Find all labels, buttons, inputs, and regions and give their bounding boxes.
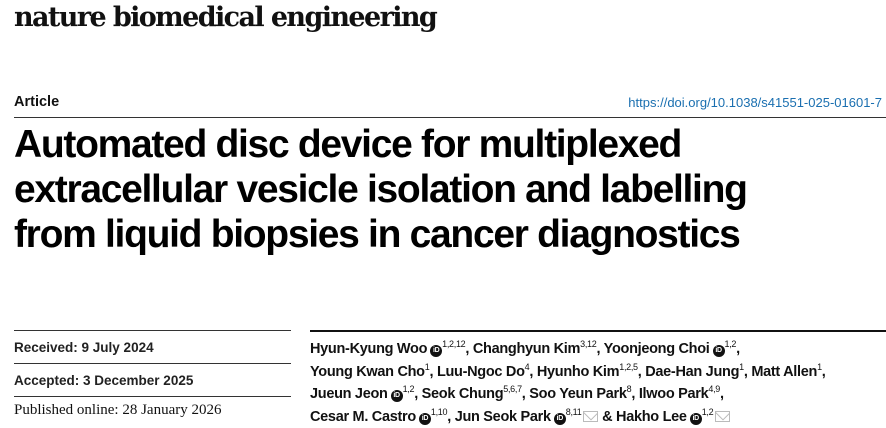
author-name: Yoonjeong Choi (603, 341, 710, 357)
title-line: from liquid biopsies in cancer diagnosti… (14, 213, 741, 256)
author-separator: , (631, 386, 639, 402)
title-line: extracellular vesicle isolation and labe… (14, 168, 748, 211)
affiliation-numbers: 8,11 (565, 406, 582, 417)
affiliation-numbers: 1,2,5 (619, 361, 638, 372)
affiliation-numbers: 1,2 (701, 406, 714, 417)
dates-divider (14, 330, 291, 331)
journal-name: nature biomedical engineering (14, 2, 438, 33)
author-name: Jun Seok Park (454, 408, 551, 425)
author-separator: , (719, 386, 724, 402)
email-icon[interactable] (583, 410, 599, 422)
orcid-icon[interactable]: iD (712, 345, 725, 357)
author-name: Soo Yeun Park (529, 386, 627, 402)
author-name: Jueun Jeon (310, 386, 388, 402)
author-name: Hyun-Kyung Woo (310, 341, 428, 357)
header-divider (14, 117, 886, 118)
author-separator: , (596, 341, 604, 357)
author[interactable]: Jueun Jeon iD1,2 (310, 384, 415, 402)
orcid-icon[interactable]: iD (689, 412, 702, 425)
author-separator: , (743, 363, 752, 380)
title-line: Automated disc device for multiplexed (14, 123, 682, 166)
orcid-icon[interactable]: iD (553, 412, 566, 425)
published-date: Published online: 28 January 2026 (14, 402, 222, 418)
author[interactable]: Matt Allen1 (751, 361, 822, 380)
accepted-date: Accepted: 3 December 2025 (14, 373, 194, 388)
author-separator: , (521, 386, 530, 402)
author-separator: & (598, 408, 617, 425)
dates-divider (14, 396, 291, 397)
author-name: Matt Allen (751, 363, 818, 380)
affiliation-numbers: 1 (739, 361, 744, 372)
author-name: Luu-Ngoc Do (436, 363, 525, 380)
author-separator: , (529, 363, 537, 380)
orcid-icon[interactable]: iD (418, 412, 431, 425)
author-separator: , (465, 341, 473, 357)
article-title: Automated disc device for multiplexed ex… (14, 122, 748, 257)
author-name: Young Kwan Cho (310, 363, 425, 380)
author[interactable]: Changhyun Kim3,12 (472, 339, 597, 358)
author[interactable]: Jun Seok Park iD8,11 (454, 406, 599, 425)
author-name: Cesar M. Castro (310, 408, 416, 425)
author-separator: , (414, 386, 422, 402)
affiliation-numbers: 1 (817, 361, 822, 372)
author[interactable]: Ilwoo Park4,9 (638, 384, 720, 403)
article-type: Article (14, 94, 60, 110)
author[interactable]: Luu-Ngoc Do4 (436, 361, 530, 380)
author-separator: , (429, 363, 437, 380)
orcid-icon[interactable]: iD (430, 345, 443, 357)
affiliation-numbers: 4,9 (708, 384, 720, 394)
author-separator: , (447, 408, 455, 425)
affiliation-numbers: 8 (626, 384, 632, 394)
author[interactable]: Cesar M. Castro iD1,10 (310, 406, 448, 425)
email-icon[interactable] (715, 410, 731, 422)
author-list: Hyun-Kyung Woo iD1,2,12, Changhyun Kim3,1… (310, 338, 886, 428)
affiliation-numbers: 4 (524, 361, 530, 372)
received-date: Received: 9 July 2024 (14, 340, 154, 355)
author-name: Hakho Lee (616, 408, 687, 425)
affiliation-numbers: 1 (424, 361, 430, 372)
affiliation-numbers: 5,6,7 (503, 384, 522, 394)
affiliation-numbers: 1,2 (402, 384, 415, 394)
authors-divider (310, 330, 886, 332)
author[interactable]: Yoonjeong Choi iD1,2 (603, 339, 737, 357)
author-separator: , (821, 363, 826, 380)
affiliation-numbers: 3,12 (580, 339, 597, 349)
author-separator: , (637, 363, 646, 380)
dates-divider (14, 363, 291, 364)
author-name: Ilwoo Park (638, 386, 709, 402)
author[interactable]: Soo Yeun Park8 (529, 384, 632, 403)
doi-link[interactable]: https://doi.org/10.1038/s41551-025-01601… (628, 95, 882, 110)
author[interactable]: Hakho Lee iD1,2 (616, 406, 731, 425)
author[interactable]: Hyunho Kim1,2,5 (536, 361, 638, 380)
affiliation-numbers: 1,2 (724, 339, 737, 349)
author[interactable]: Seok Chung5,6,7 (421, 384, 522, 403)
orcid-icon[interactable]: iD (390, 390, 403, 402)
author-separator: , (736, 341, 740, 357)
author[interactable]: Dae-Han Jung1 (645, 361, 744, 380)
affiliation-numbers: 1,2,12 (442, 339, 466, 349)
author[interactable]: Hyun-Kyung Woo iD1,2,12 (310, 339, 466, 357)
author-name: Changhyun Kim (472, 341, 581, 357)
author-name: Dae-Han Jung (645, 363, 740, 380)
author[interactable]: Young Kwan Cho1 (310, 361, 430, 380)
affiliation-numbers: 1,10 (430, 406, 448, 417)
author-name: Hyunho Kim (536, 363, 620, 380)
author-name: Seok Chung (421, 386, 504, 402)
